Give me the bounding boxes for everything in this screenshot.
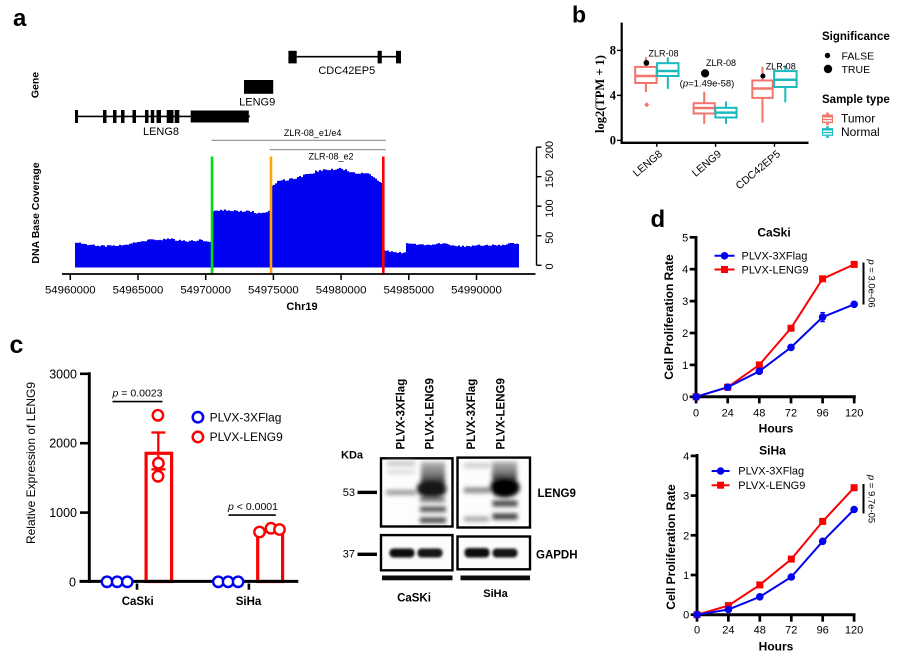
svg-text:200: 200 <box>544 141 556 159</box>
svg-text:96: 96 <box>817 625 829 637</box>
svg-text:PLVX-3XFlag: PLVX-3XFlag <box>738 466 804 478</box>
svg-text:ZLR-08: ZLR-08 <box>706 58 736 68</box>
svg-text:CaSKi: CaSKi <box>397 593 431 605</box>
svg-text:CaSki: CaSki <box>757 226 790 240</box>
svg-text:150: 150 <box>544 170 556 188</box>
svg-text:c: c <box>10 331 24 359</box>
svg-text:b: b <box>572 2 586 28</box>
svg-text:Cell Proliferation Rate: Cell Proliferation Rate <box>662 254 676 380</box>
svg-text:5: 5 <box>682 232 688 244</box>
svg-text:ZLR-08: ZLR-08 <box>648 49 678 59</box>
svg-text:24: 24 <box>722 625 734 637</box>
svg-text:54970000: 54970000 <box>180 285 231 297</box>
svg-text:DNA Base Coverage: DNA Base Coverage <box>30 162 42 263</box>
svg-text:p = 0.0023: p = 0.0023 <box>112 388 163 400</box>
svg-text:54985000: 54985000 <box>383 285 434 297</box>
svg-text:0: 0 <box>544 263 556 269</box>
svg-text:log2(TPM + 1): log2(TPM + 1) <box>593 55 607 133</box>
svg-text:Significance: Significance <box>822 31 890 43</box>
svg-text:54960000: 54960000 <box>45 285 96 297</box>
svg-text:a: a <box>13 5 27 32</box>
svg-text:SiHa: SiHa <box>483 588 508 600</box>
svg-text:PLVX-LENG9: PLVX-LENG9 <box>210 430 283 444</box>
svg-text:54975000: 54975000 <box>248 285 299 297</box>
svg-text:ZLR-08_e2: ZLR-08_e2 <box>308 152 353 162</box>
svg-text:p = 3.0e-06: p = 3.0e-06 <box>866 258 877 307</box>
svg-text:Sample type: Sample type <box>822 94 890 106</box>
svg-text:37: 37 <box>343 549 355 561</box>
svg-text:PLVX-3XFlag: PLVX-3XFlag <box>742 251 808 263</box>
svg-text:(p=1.49e-58): (p=1.49e-58) <box>680 79 735 90</box>
svg-text:LENG9: LENG9 <box>239 96 275 108</box>
svg-text:54980000: 54980000 <box>316 285 367 297</box>
svg-text:0: 0 <box>682 392 688 404</box>
svg-text:LENG8: LENG8 <box>631 148 665 179</box>
svg-text:3: 3 <box>682 296 688 308</box>
svg-text:1000: 1000 <box>49 506 77 520</box>
svg-text:Chr19: Chr19 <box>286 301 317 313</box>
svg-text:Hours: Hours <box>759 422 794 436</box>
svg-text:53: 53 <box>343 487 355 499</box>
svg-text:p = 9.7e-05: p = 9.7e-05 <box>866 474 877 523</box>
svg-text:PLVX-3XFlag: PLVX-3XFlag <box>210 410 282 424</box>
svg-text:p < 0.0001: p < 0.0001 <box>227 501 278 513</box>
svg-text:CaSki: CaSki <box>122 596 154 608</box>
svg-text:48: 48 <box>753 407 765 419</box>
svg-text:CDC42EP5: CDC42EP5 <box>318 65 375 77</box>
svg-text:ZLR-08: ZLR-08 <box>766 61 796 71</box>
svg-text:ZLR-08_e1/e4: ZLR-08_e1/e4 <box>284 128 342 138</box>
svg-text:2: 2 <box>683 530 689 542</box>
svg-text:PLVX-LENG9: PLVX-LENG9 <box>742 264 809 276</box>
svg-text:PLVX-LENG9: PLVX-LENG9 <box>738 480 805 492</box>
svg-text:48: 48 <box>754 625 766 637</box>
svg-text:KDa: KDa <box>341 450 364 462</box>
svg-text:Cell Proliferation Rate: Cell Proliferation Rate <box>664 484 678 610</box>
svg-text:0: 0 <box>69 575 76 589</box>
svg-text:PLVX-LENG9: PLVX-LENG9 <box>425 378 437 449</box>
svg-text:Tumor: Tumor <box>841 112 875 126</box>
svg-text:2: 2 <box>682 328 688 340</box>
svg-text:0: 0 <box>694 625 700 637</box>
svg-text:PLVX-3XFlag: PLVX-3XFlag <box>396 379 408 450</box>
svg-text:GAPDH: GAPDH <box>536 550 578 562</box>
svg-text:4: 4 <box>682 264 688 276</box>
svg-text:54990000: 54990000 <box>451 285 502 297</box>
svg-text:d: d <box>651 206 666 233</box>
svg-text:PLVX-LENG9: PLVX-LENG9 <box>496 378 508 449</box>
svg-text:Normal: Normal <box>841 125 880 139</box>
svg-text:2000: 2000 <box>49 437 77 451</box>
svg-text:TRUE: TRUE <box>842 64 871 76</box>
svg-text:0: 0 <box>693 407 699 419</box>
svg-text:LENG8: LENG8 <box>143 126 179 138</box>
svg-text:4: 4 <box>683 451 689 463</box>
svg-text:LENG9: LENG9 <box>538 488 576 500</box>
svg-text:1: 1 <box>683 570 689 582</box>
svg-text:PLVX-3XFlag: PLVX-3XFlag <box>466 379 478 450</box>
svg-text:24: 24 <box>722 407 734 419</box>
svg-text:3000: 3000 <box>49 367 77 381</box>
svg-text:0: 0 <box>610 134 616 148</box>
svg-text:50: 50 <box>544 232 556 244</box>
svg-text:8: 8 <box>610 44 616 58</box>
svg-text:Hours: Hours <box>759 640 794 654</box>
svg-text:100: 100 <box>544 199 556 217</box>
svg-text:0: 0 <box>683 610 689 622</box>
svg-text:96: 96 <box>816 407 828 419</box>
svg-text:Relative Expression of LENG9: Relative Expression of LENG9 <box>24 382 38 544</box>
svg-text:FALSE: FALSE <box>842 50 875 62</box>
svg-text:54965000: 54965000 <box>113 285 164 297</box>
svg-text:3: 3 <box>683 491 689 503</box>
svg-text:SiHa: SiHa <box>759 444 786 458</box>
svg-text:72: 72 <box>785 407 797 419</box>
svg-text:1: 1 <box>682 360 688 372</box>
svg-text:120: 120 <box>845 407 863 419</box>
svg-text:SiHa: SiHa <box>236 596 262 608</box>
svg-text:4: 4 <box>610 89 617 103</box>
svg-text:LENG9: LENG9 <box>690 148 724 179</box>
svg-text:CDC42EP5: CDC42EP5 <box>734 148 783 192</box>
svg-text:120: 120 <box>845 625 863 637</box>
svg-text:Gene: Gene <box>30 72 42 98</box>
svg-text:72: 72 <box>785 625 797 637</box>
